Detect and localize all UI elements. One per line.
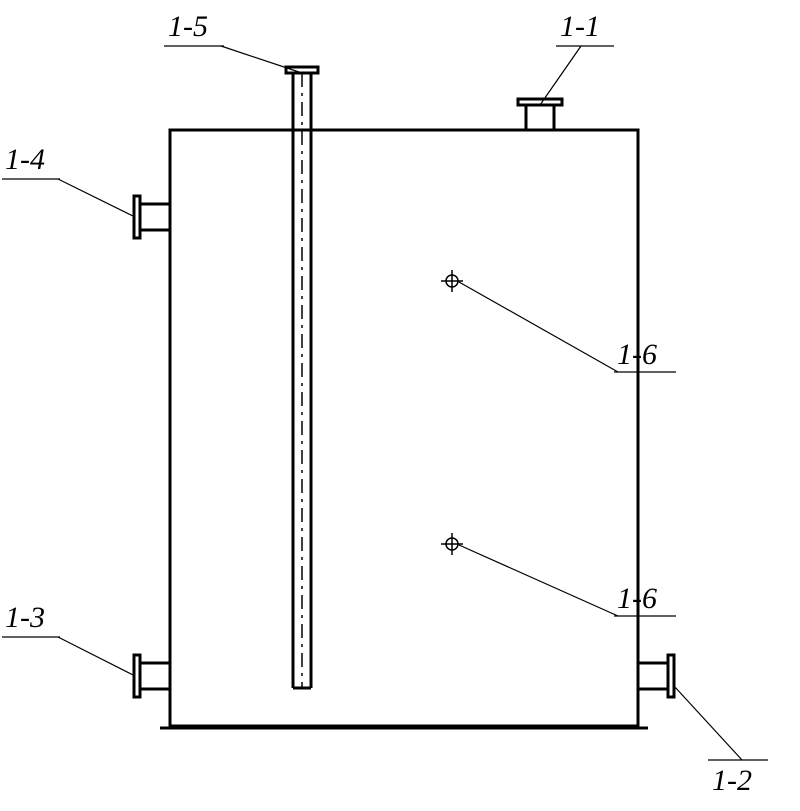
- label-1-1: 1-1: [560, 10, 600, 44]
- label-1-6-lower: 1-6: [617, 582, 657, 616]
- label-1-6-upper: 1-6: [617, 338, 657, 372]
- label-1-4: 1-4: [5, 143, 45, 177]
- technical-drawing: [0, 0, 800, 811]
- label-1-3: 1-3: [5, 601, 45, 635]
- label-1-5: 1-5: [168, 10, 208, 44]
- label-1-2: 1-2: [712, 764, 752, 798]
